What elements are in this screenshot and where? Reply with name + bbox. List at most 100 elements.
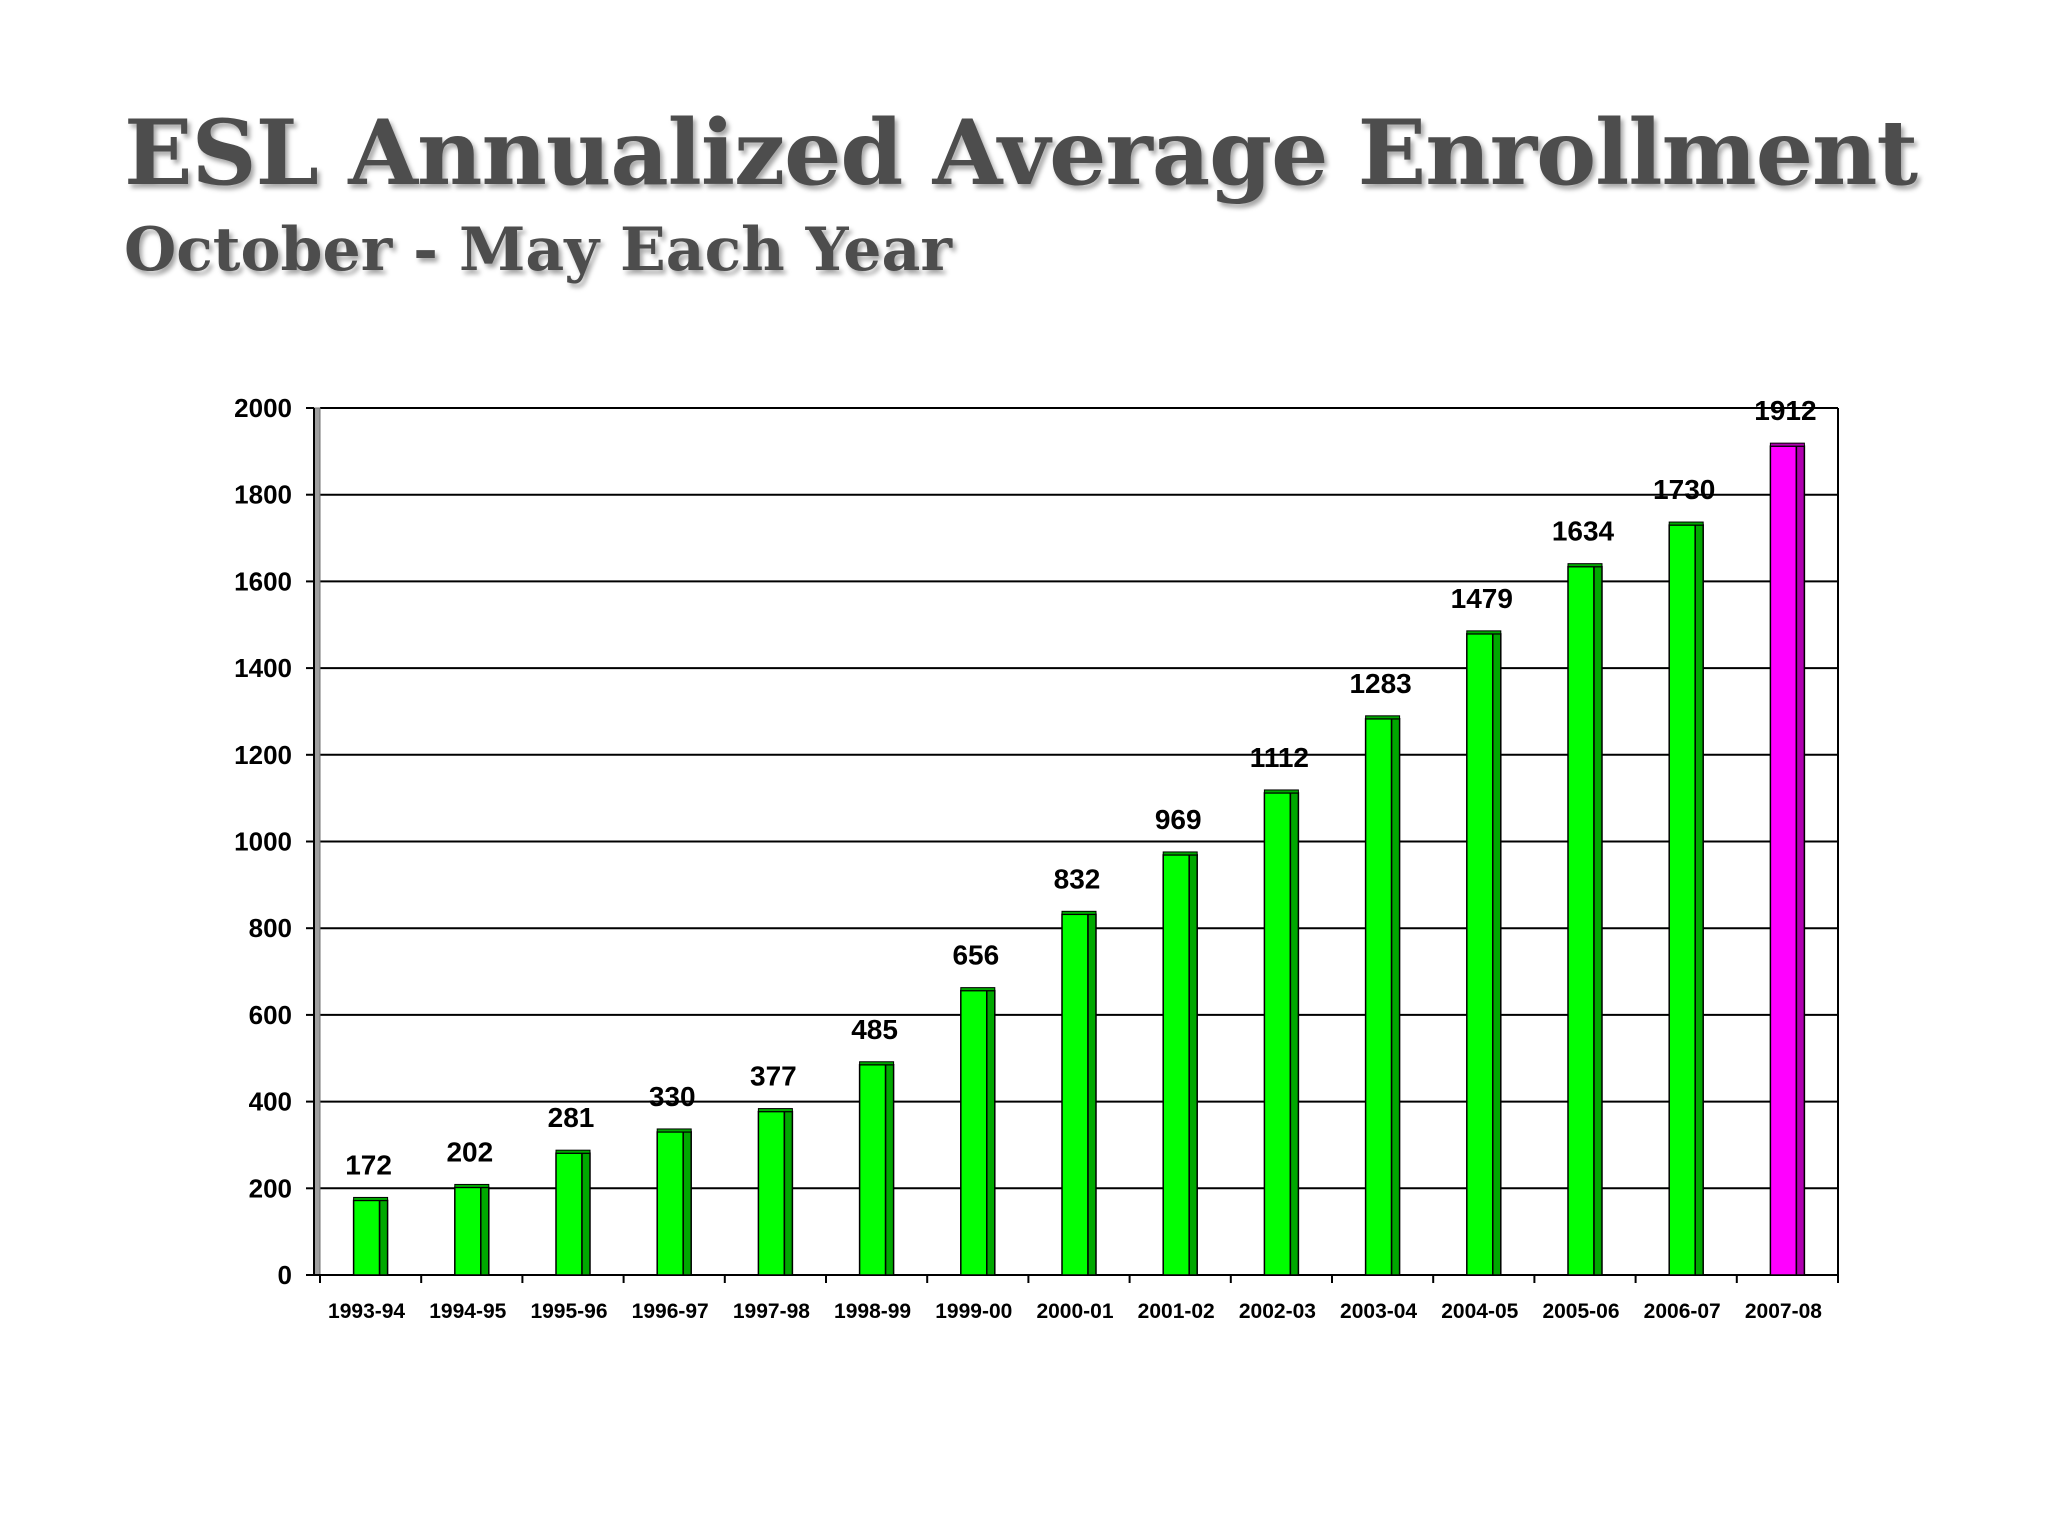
bar-cap [757, 1108, 793, 1113]
value-label: 1634 [1552, 516, 1615, 547]
bar-side [1795, 445, 1806, 1276]
x-tick-label: 1997-98 [733, 1300, 810, 1323]
bar-cap [1365, 715, 1401, 720]
x-tick-label: 1996-97 [632, 1300, 709, 1323]
bar-side [783, 1110, 794, 1276]
bar-2000-01 [1061, 910, 1097, 1276]
bar-2001-02 [1162, 851, 1198, 1276]
x-tick-label: 1999-00 [935, 1300, 1012, 1323]
bar-side [1593, 565, 1603, 1276]
x-tick-label: 1995-96 [530, 1300, 607, 1323]
x-tick-label: 2001-02 [1138, 1300, 1215, 1323]
bar-1996-97 [656, 1128, 692, 1276]
x-tick-label: 2007-08 [1745, 1300, 1822, 1323]
bar-face [858, 1064, 887, 1276]
bar-side [884, 1064, 895, 1276]
value-label: 202 [446, 1136, 493, 1167]
value-label: 172 [345, 1149, 392, 1180]
x-tick-label: 2000-01 [1036, 1300, 1113, 1323]
bar-cap [656, 1128, 692, 1133]
y-tick-label: 1200 [234, 740, 292, 770]
x-tick-label: 1998-99 [834, 1300, 911, 1323]
y-tick-label: 0 [278, 1260, 292, 1290]
bar-cap [1061, 910, 1097, 915]
bar-cap [353, 1196, 389, 1201]
bar-cap [1466, 630, 1502, 635]
x-tick-label: 1993-94 [328, 1300, 405, 1323]
bars [352, 442, 1806, 1276]
bar-face [1263, 792, 1292, 1276]
bar-1997-98 [757, 1108, 794, 1276]
bar-cap [1263, 789, 1299, 794]
value-label: 485 [851, 1014, 898, 1045]
bar-face [960, 989, 988, 1276]
bar-cap [1162, 851, 1198, 856]
x-tick-label: 2006-07 [1644, 1300, 1721, 1323]
bar-face [352, 1199, 381, 1276]
bar-face [1769, 445, 1798, 1276]
chart-subtitle: October - May Each Year [124, 215, 952, 285]
bar-face [1567, 565, 1595, 1276]
bar-face [1162, 854, 1190, 1276]
y-tick-label: 1400 [234, 653, 292, 683]
value-label: 1112 [1250, 742, 1309, 773]
bar-side [682, 1131, 692, 1276]
y-tick-label: 200 [249, 1173, 292, 1203]
bar-2005-06 [1567, 563, 1603, 1276]
bar-face [1061, 913, 1089, 1276]
bar-side [480, 1186, 490, 1276]
y-tick-label: 800 [249, 913, 292, 943]
bar-cap [555, 1149, 591, 1154]
bar-1995-96 [555, 1149, 591, 1276]
bar-face [1364, 718, 1393, 1276]
bar-1999-00 [960, 987, 996, 1276]
bar-1993-94 [352, 1196, 389, 1276]
chart-title: ESL Annualized Average Enrollment [124, 100, 1918, 206]
labels: 0 200 400 600 800 1000 1200 1400 1600 1800 2000 172… [234, 393, 1822, 1323]
value-label: 1479 [1451, 583, 1513, 614]
bar-2003-04 [1364, 715, 1401, 1276]
bar-side [986, 989, 996, 1276]
bar-cap [1769, 442, 1805, 447]
x-tick-label: 1994-95 [429, 1300, 506, 1323]
y-tick-label: 1600 [234, 566, 292, 596]
value-label: 832 [1054, 863, 1101, 894]
x-tick-label: 2002-03 [1239, 1300, 1316, 1323]
bar-side [1289, 792, 1300, 1276]
y-tick-label: 1000 [234, 827, 292, 857]
bar-2007-08 [1769, 442, 1806, 1276]
bar-2004-05 [1466, 630, 1502, 1276]
value-label: 281 [548, 1102, 595, 1133]
y-tick-label: 400 [249, 1087, 292, 1117]
bar-side [1188, 854, 1198, 1276]
bar-2006-07 [1668, 521, 1704, 1276]
bar-face [555, 1152, 583, 1276]
value-label: 1912 [1754, 395, 1816, 426]
value-label: 377 [750, 1061, 797, 1092]
bar-1998-99 [858, 1061, 895, 1276]
bar-face [757, 1110, 786, 1276]
bar-cap [1668, 521, 1704, 526]
bar-face [656, 1131, 684, 1276]
bar-side [1694, 524, 1704, 1276]
value-label: 969 [1155, 804, 1202, 835]
bar-cap [960, 987, 996, 992]
bar-side [581, 1152, 591, 1276]
y-tick-label: 2000 [234, 393, 292, 423]
x-tick-label: 2005-06 [1542, 1300, 1619, 1323]
value-label: 1730 [1653, 474, 1715, 505]
bar-side [1390, 718, 1401, 1276]
value-label: 656 [952, 940, 999, 971]
bar-face [1466, 633, 1494, 1276]
bar-side [1087, 913, 1097, 1276]
y-tick-label: 1800 [234, 480, 292, 510]
bar-2002-03 [1263, 789, 1300, 1276]
bar-face [454, 1186, 482, 1276]
bar-cap [454, 1183, 490, 1188]
bar-side [378, 1199, 389, 1276]
x-tick-label: 2004-05 [1441, 1300, 1518, 1323]
bar-side [1492, 633, 1502, 1276]
value-label: 330 [649, 1081, 696, 1112]
